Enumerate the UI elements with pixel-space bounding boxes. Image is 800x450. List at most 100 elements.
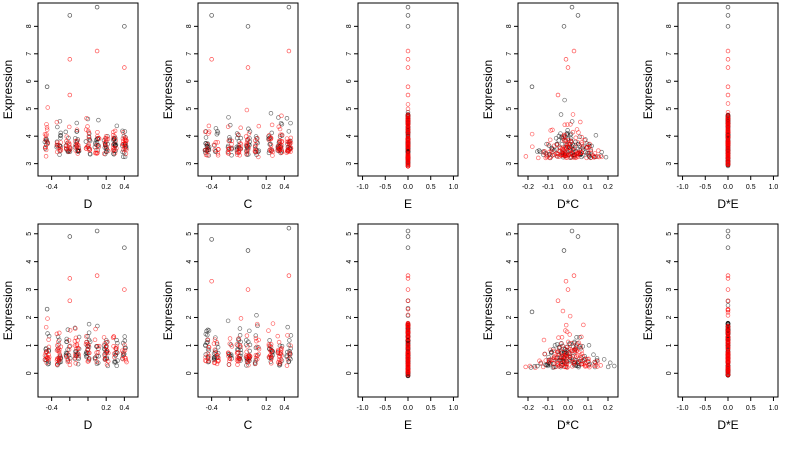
x-tick-label: 0.4 — [279, 184, 289, 191]
data-point-red — [269, 122, 275, 128]
data-point-red — [83, 127, 89, 132]
data-point-red — [547, 357, 553, 362]
x-tick-label: -0.4 — [206, 184, 218, 191]
data-point-red — [229, 141, 234, 147]
data-point-red — [562, 138, 567, 144]
data-point-red — [86, 137, 92, 142]
data-point-red — [405, 57, 411, 62]
data-point-red — [245, 287, 251, 292]
data-point-black — [405, 13, 411, 18]
data-point-red — [545, 141, 551, 147]
x-axis-label: E — [404, 418, 412, 432]
data-point-red — [285, 357, 291, 362]
data-point-red — [45, 316, 50, 321]
data-point-black — [603, 154, 609, 160]
data-point-red — [725, 298, 731, 303]
data-point-black — [577, 335, 582, 340]
data-point-red — [569, 341, 575, 346]
data-point-red — [725, 141, 731, 147]
data-point-red — [568, 152, 574, 157]
data-point-red — [256, 351, 261, 357]
data-point-black — [575, 234, 581, 239]
data-point-red — [123, 141, 128, 146]
data-point-red — [548, 347, 553, 353]
data-point-red — [92, 337, 98, 343]
data-point-black — [286, 4, 292, 10]
data-point-red — [102, 356, 108, 362]
data-point-red — [532, 365, 538, 370]
data-point-red — [205, 351, 211, 356]
data-point-red — [580, 145, 585, 150]
x-tick-label: 0.2 — [603, 184, 613, 191]
data-point-red — [405, 352, 411, 357]
data-point-red — [725, 92, 731, 98]
data-point-red — [83, 342, 89, 347]
data-point-black — [209, 237, 214, 242]
data-point-red — [574, 348, 580, 354]
y-tick-label: 6 — [26, 79, 33, 83]
data-point-red — [73, 326, 78, 331]
data-point-black — [591, 352, 596, 357]
data-point-red — [121, 147, 126, 153]
data-point-red — [227, 356, 233, 361]
y-tick-label: 7 — [346, 52, 353, 56]
y-tick-label: 3 — [186, 162, 193, 166]
y-tick-label: 4 — [26, 260, 33, 264]
data-point-black — [269, 347, 274, 353]
data-point-red — [579, 351, 585, 357]
points-group — [405, 4, 411, 169]
data-point-red — [565, 122, 570, 127]
y-axis-label: Expression — [481, 281, 495, 340]
y-axis-label: Expression — [641, 60, 655, 119]
data-point-red — [564, 359, 570, 365]
data-point-red — [114, 344, 119, 349]
data-point-red — [563, 352, 568, 358]
data-point-black — [550, 147, 555, 152]
data-point-black — [575, 13, 581, 18]
data-point-red — [110, 142, 116, 148]
data-point-red — [43, 350, 49, 356]
data-point-red — [595, 154, 600, 159]
data-point-red — [530, 144, 535, 149]
data-point-red — [120, 130, 126, 135]
data-point-red — [548, 128, 553, 133]
data-point-red — [253, 335, 259, 341]
data-point-red — [572, 144, 577, 150]
data-point-red — [584, 155, 589, 161]
data-point-black — [247, 328, 252, 334]
data-point-red — [255, 136, 260, 141]
y-tick-label: 5 — [666, 232, 673, 236]
data-point-red — [238, 146, 243, 151]
panel-2-2: -0.4 0.2 0.4 0 1 2 3 4 5 C Expression — [161, 223, 299, 432]
data-point-red — [576, 149, 582, 155]
data-point-black — [235, 343, 241, 348]
data-point-red — [95, 129, 100, 135]
data-point-black — [213, 348, 218, 353]
data-point-red — [593, 363, 599, 368]
data-point-red — [405, 331, 411, 337]
data-point-red — [229, 138, 235, 144]
data-point-red — [585, 144, 590, 150]
data-point-red — [541, 337, 547, 343]
data-point-red — [74, 127, 80, 132]
x-tick-label: 0.2 — [261, 405, 271, 412]
data-point-red — [581, 361, 586, 367]
data-point-red — [45, 141, 51, 146]
data-point-red — [563, 328, 568, 333]
data-point-red — [266, 133, 272, 138]
data-point-black — [254, 313, 259, 318]
data-point-red — [45, 355, 50, 360]
data-point-black — [245, 24, 251, 29]
data-point-red — [582, 357, 587, 362]
data-point-red — [405, 157, 411, 162]
data-point-red — [203, 355, 208, 360]
data-point-red — [122, 347, 128, 353]
y-tick-label: 2 — [666, 315, 673, 319]
data-point-red — [568, 155, 573, 160]
data-point-red — [235, 362, 240, 367]
data-point-red — [205, 337, 211, 343]
data-point-black — [45, 331, 50, 336]
data-point-red — [266, 328, 271, 333]
x-tick-label: 0.1 — [583, 184, 593, 191]
y-tick-label: 6 — [506, 79, 513, 83]
